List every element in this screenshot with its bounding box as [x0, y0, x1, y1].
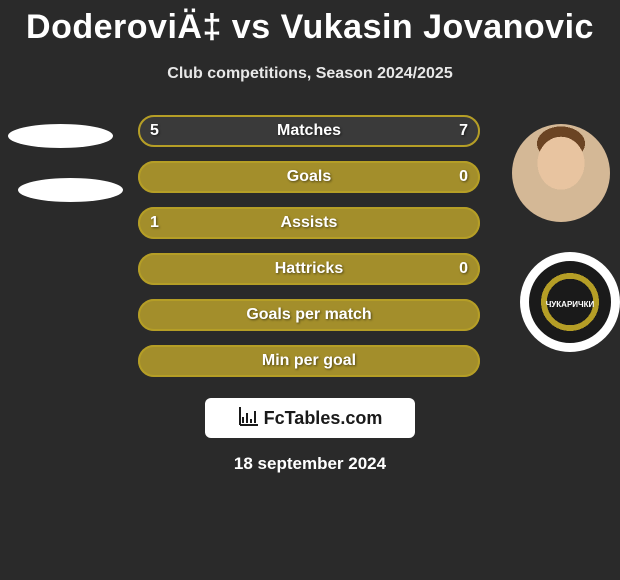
- stat-label: Matches: [138, 115, 480, 147]
- stat-value-right: 0: [459, 253, 468, 285]
- stat-row: Hattricks0: [138, 253, 480, 285]
- page-title: DoderoviÄ‡ vs Vukasin Jovanovic: [0, 0, 620, 47]
- stat-label: Goals: [138, 161, 480, 193]
- stats-comparison: Matches57Goals0Assists1Hattricks0Goals p…: [0, 115, 620, 405]
- brand-name: FcTables.com: [264, 408, 383, 429]
- page-subtitle: Club competitions, Season 2024/2025: [0, 65, 620, 83]
- chart-icon: [238, 405, 260, 432]
- stat-value-left: 1: [150, 207, 159, 239]
- stat-label: Assists: [138, 207, 480, 239]
- stat-label: Goals per match: [138, 299, 480, 331]
- stat-row: Goals per match: [138, 299, 480, 331]
- stat-value-right: 7: [459, 115, 468, 147]
- stat-label: Hattricks: [138, 253, 480, 285]
- stat-row: Goals0: [138, 161, 480, 193]
- stat-value-left: 5: [150, 115, 159, 147]
- stat-row: Assists1: [138, 207, 480, 239]
- stat-value-right: 0: [459, 161, 468, 193]
- footer-date: 18 september 2024: [0, 454, 620, 474]
- brand-logo: FcTables.com: [205, 398, 415, 438]
- stat-row: Min per goal: [138, 345, 480, 377]
- stat-label: Min per goal: [138, 345, 480, 377]
- stat-row: Matches5 7: [138, 115, 480, 147]
